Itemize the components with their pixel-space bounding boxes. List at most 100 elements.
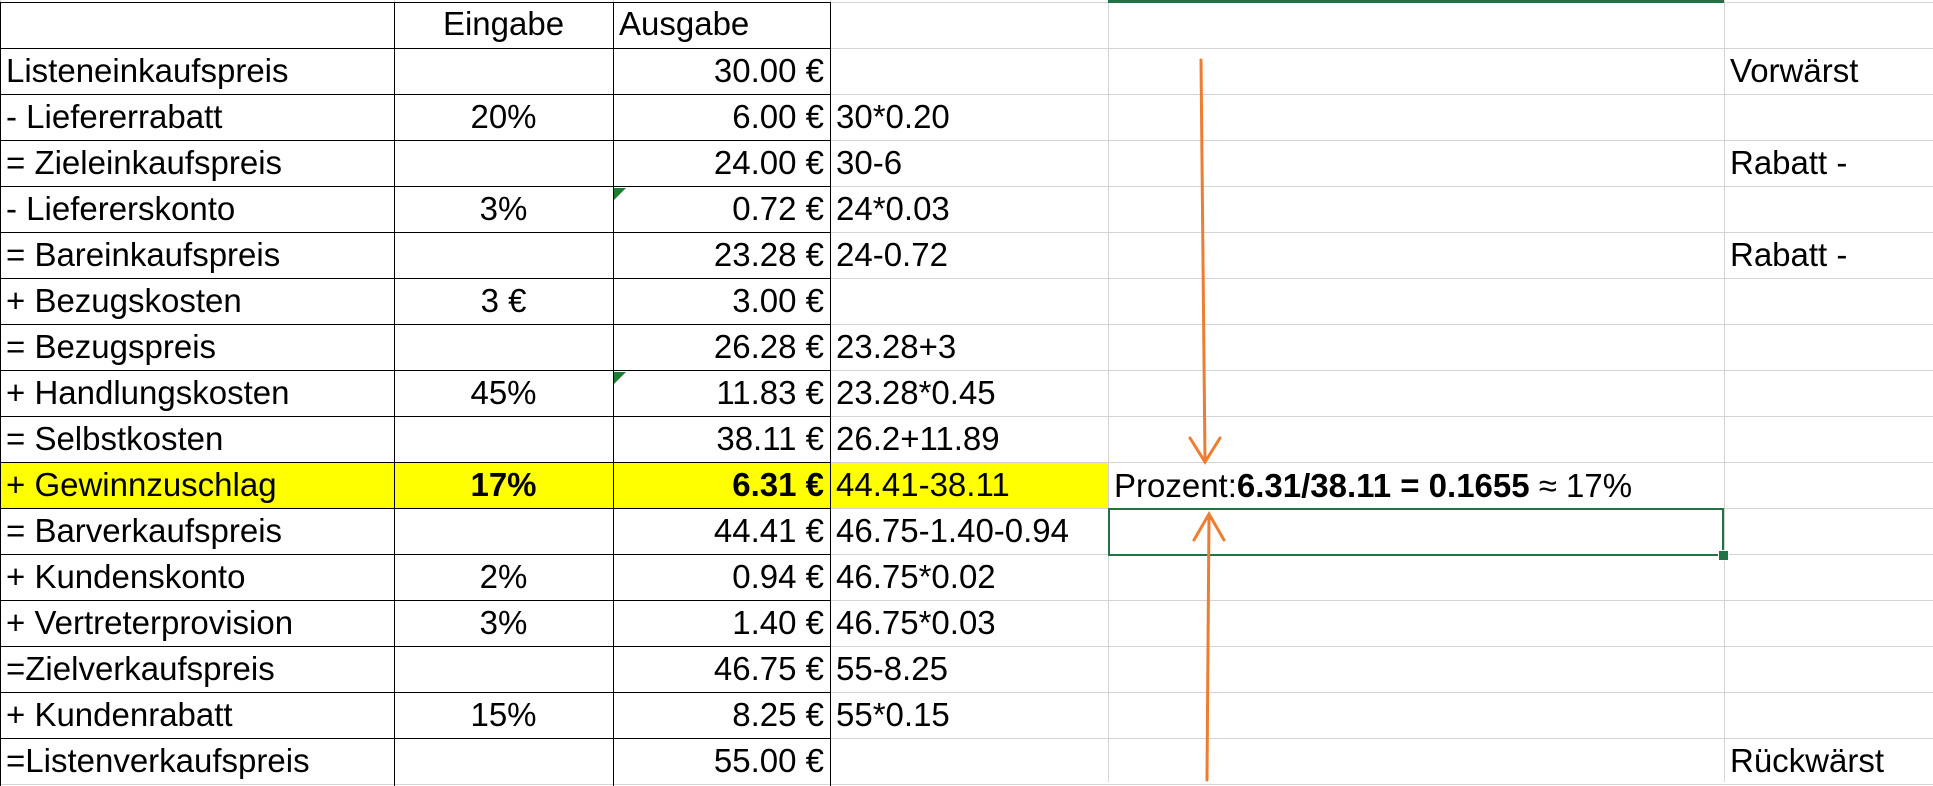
row-label[interactable]: - Liefererrabatt [6, 98, 223, 135]
row-label[interactable]: =Listenverkaufspreis [6, 742, 310, 779]
row-input[interactable]: 3 € [480, 282, 527, 319]
grid-row-line [0, 738, 1933, 739]
row-output[interactable]: 0.72 € [732, 190, 824, 227]
row-formula[interactable]: 24-0.72 [836, 236, 948, 273]
table-border-horizontal [0, 324, 830, 325]
table-border-horizontal [0, 370, 830, 371]
table-border-horizontal [0, 600, 830, 601]
row-formula[interactable]: 26.2+11.89 [836, 420, 1000, 457]
row-label[interactable]: = Barverkaufspreis [6, 512, 283, 549]
note-prefix: Prozent: [1114, 467, 1237, 504]
row-side-note[interactable]: Vorwärst [1730, 52, 1859, 89]
row-input[interactable] [394, 417, 613, 462]
row-formula[interactable] [830, 279, 1108, 324]
table-border-horizontal [0, 186, 830, 187]
row-formula[interactable] [830, 49, 1108, 94]
comment-indicator-row8[interactable] [614, 372, 626, 384]
row-input[interactable]: 15% [470, 696, 537, 733]
grid-row-line [0, 186, 1933, 187]
row-formula[interactable]: 24*0.03 [836, 190, 950, 227]
row-label[interactable]: = Bezugspreis [6, 328, 217, 365]
row-output[interactable]: 23.28 € [713, 236, 824, 273]
row-label[interactable]: + Gewinnzuschlag [0, 463, 394, 508]
row-output[interactable]: 0.94 € [732, 558, 824, 595]
table-border-horizontal [0, 48, 830, 49]
row-input[interactable]: 3% [479, 190, 528, 227]
row-side-note[interactable]: Rabatt - [1730, 144, 1848, 181]
table-border-horizontal [0, 692, 830, 693]
row-label[interactable]: + Kundenskonto [6, 558, 246, 595]
row-label[interactable]: =Zielverkaufspreis [6, 650, 275, 687]
row-input[interactable] [394, 325, 613, 370]
row-formula[interactable]: 46.75*0.02 [836, 558, 996, 595]
row-input[interactable]: 17% [394, 463, 613, 508]
row-side-note[interactable]: Rabatt - [1730, 236, 1848, 273]
row-formula[interactable]: 23.28+3 [836, 328, 957, 365]
row-input[interactable] [394, 49, 613, 94]
row-output[interactable]: 44.41 € [713, 512, 824, 549]
grid-row-line [0, 278, 1933, 279]
row-side-note[interactable]: Rückwärst [1730, 742, 1885, 779]
table-border-horizontal [0, 232, 830, 233]
row-formula[interactable]: 55*0.15 [836, 696, 950, 733]
grid-row-line [0, 600, 1933, 601]
row-output[interactable]: 38.11 € [716, 420, 824, 457]
row-formula[interactable]: 46.75-1.40-0.94 [836, 512, 1070, 549]
grid-row-line [0, 140, 1933, 141]
row-input[interactable]: 20% [470, 98, 537, 135]
comment-indicator-row4[interactable] [614, 188, 626, 200]
row-output[interactable]: 3.00 € [732, 282, 824, 319]
row-input[interactable]: 45% [470, 374, 537, 411]
row-input[interactable]: 3% [479, 604, 528, 641]
row-label[interactable]: = Zieleinkaufspreis [6, 144, 283, 181]
row-formula[interactable] [830, 739, 1108, 784]
grid-row-line [0, 554, 1933, 555]
table-border-horizontal [0, 2, 830, 3]
row-label[interactable]: + Kundenrabatt [6, 696, 233, 733]
column-selection-indicator [1108, 0, 1724, 3]
row-label[interactable]: + Handlungskosten [6, 374, 290, 411]
row-label[interactable]: Listeneinkaufspreis [6, 52, 289, 89]
grid-row-line [0, 324, 1933, 325]
arrow-down-head-icon [1188, 436, 1222, 465]
row-input[interactable] [394, 739, 613, 784]
fill-handle[interactable] [1718, 550, 1729, 561]
row-formula[interactable]: 23.28*0.45 [836, 374, 996, 411]
row-formula[interactable]: 46.75*0.03 [836, 604, 996, 641]
row-output[interactable]: 11.83 € [716, 374, 824, 411]
grid-row-line [0, 370, 1933, 371]
row-formula[interactable]: 30-6 [836, 144, 903, 181]
row-output[interactable]: 30.00 € [713, 52, 824, 89]
header-eingabe: Eingabe [442, 5, 565, 42]
row-output[interactable]: 26.28 € [713, 328, 824, 365]
row-output[interactable]: 6.00 € [732, 98, 824, 135]
arrow-down-icon [1199, 58, 1207, 462]
grid-row-line [0, 232, 1933, 233]
row-label[interactable]: = Selbstkosten [6, 420, 224, 457]
header-ausgabe: Ausgabe [619, 5, 750, 42]
row-input[interactable] [394, 647, 613, 692]
row-output[interactable]: 8.25 € [732, 696, 824, 733]
percent-calculation-note[interactable]: Prozent:6.31/38.11 = 0.1655 ≈ 17% [1108, 464, 1724, 508]
row-label[interactable]: + Bezugskosten [6, 282, 242, 319]
selected-cell[interactable] [1108, 508, 1724, 556]
row-formula[interactable]: 55-8.25 [836, 650, 948, 687]
row-formula[interactable]: 44.41-38.11 [830, 463, 1108, 508]
row-output[interactable]: 55.00 € [713, 742, 824, 779]
table-border-vertical [0, 2, 1, 786]
row-input[interactable]: 2% [479, 558, 528, 595]
table-border-horizontal [0, 416, 830, 417]
row-output[interactable]: 1.40 € [732, 604, 824, 641]
row-input[interactable] [394, 509, 613, 554]
row-output[interactable]: 24.00 € [713, 144, 824, 181]
row-formula[interactable]: 30*0.20 [836, 98, 950, 135]
note-calc: 6.31/38.11 = 0.1655 [1236, 467, 1530, 504]
row-input[interactable] [394, 233, 613, 278]
row-input[interactable] [394, 141, 613, 186]
row-label[interactable]: - Liefererskonto [6, 190, 236, 227]
row-label[interactable]: = Bareinkaufspreis [6, 236, 281, 273]
row-label[interactable]: + Vertreterprovision [6, 604, 294, 641]
row-output[interactable]: 6.31 € [613, 463, 830, 508]
row-output[interactable]: 46.75 € [713, 650, 824, 687]
